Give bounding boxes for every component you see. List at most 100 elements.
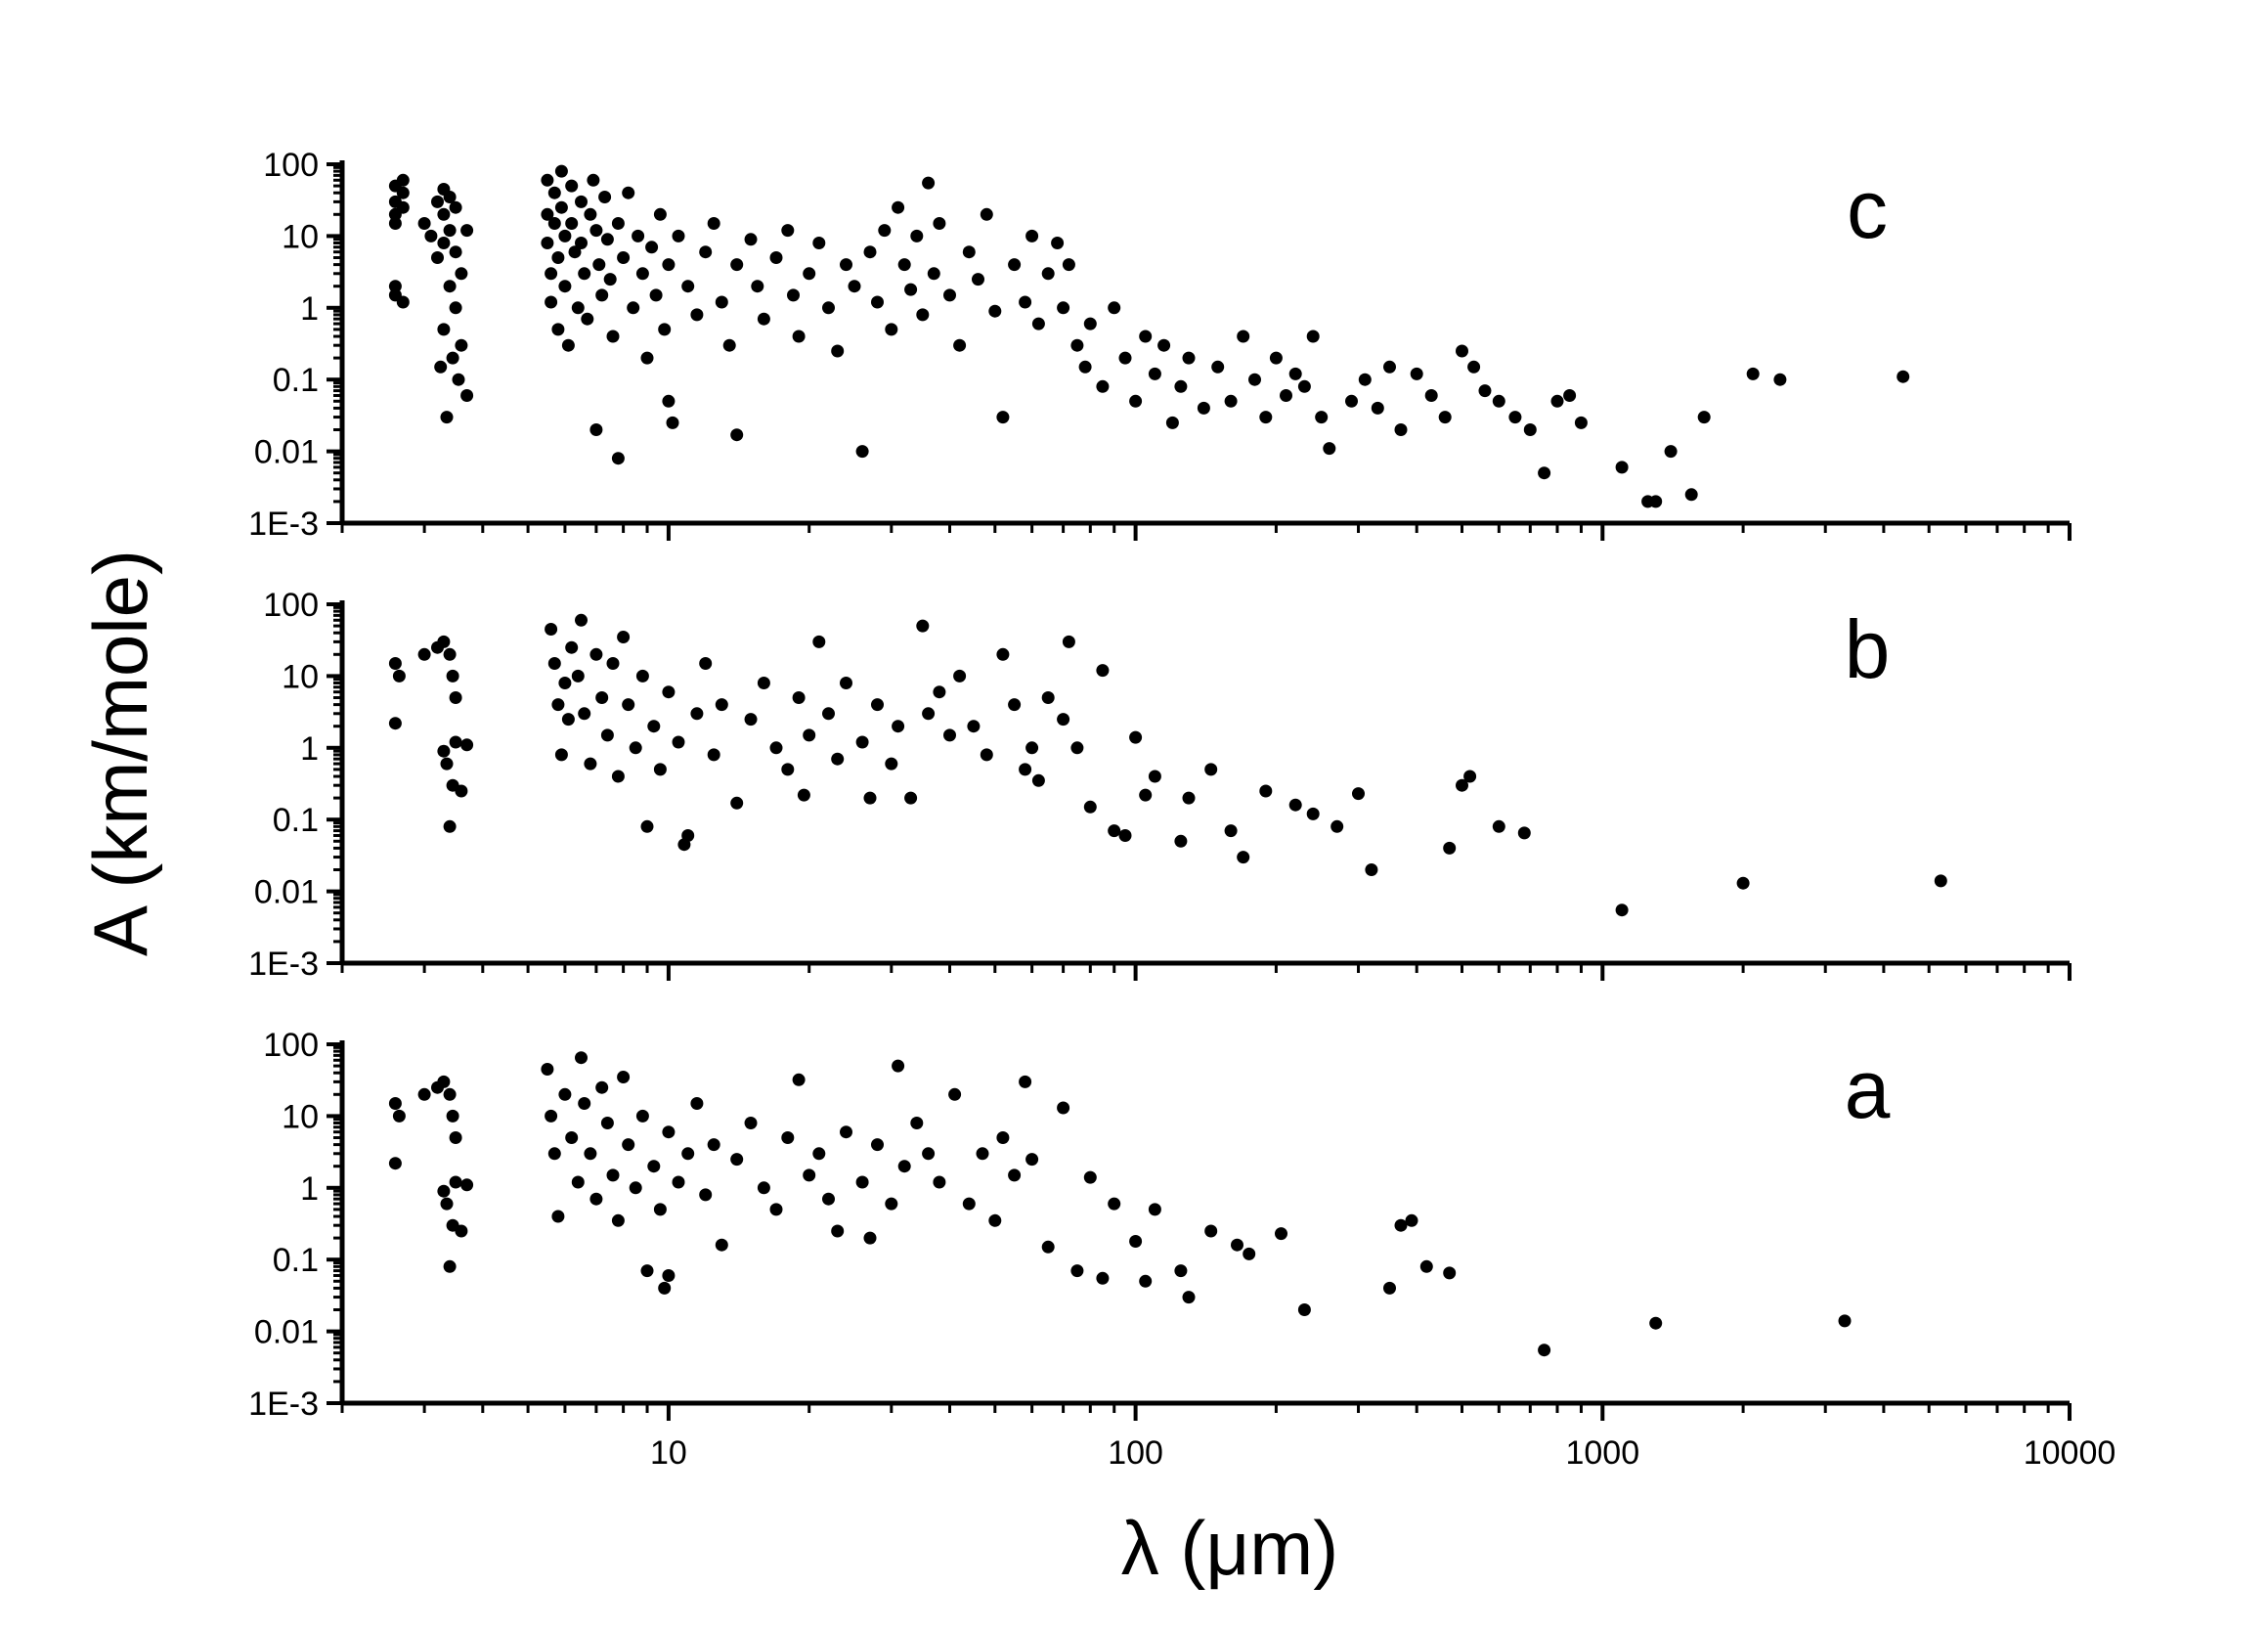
data-point	[635, 267, 649, 281]
data-point	[589, 224, 603, 238]
x-tick-label: 100	[1108, 1434, 1163, 1472]
data-point	[545, 1109, 558, 1123]
data-point	[460, 224, 474, 238]
data-point	[1129, 394, 1143, 408]
data-point	[611, 1213, 625, 1227]
data-point	[1259, 411, 1273, 424]
data-point	[592, 258, 606, 272]
data-point	[1083, 800, 1097, 814]
data-point	[1224, 394, 1238, 408]
data-point	[933, 1175, 946, 1189]
data-point	[757, 312, 770, 326]
data-point	[863, 791, 877, 805]
data-point	[649, 288, 663, 302]
data-point	[1478, 384, 1492, 398]
data-point	[715, 1238, 728, 1252]
data-point	[1031, 317, 1045, 330]
data-point	[653, 1203, 667, 1216]
data-point	[840, 677, 852, 689]
data-point	[431, 195, 444, 208]
data-point	[1148, 770, 1161, 783]
data-point	[910, 229, 924, 242]
data-point	[1297, 1303, 1311, 1316]
data-point	[878, 224, 892, 238]
data-point	[922, 1147, 936, 1161]
data-point	[1419, 1259, 1433, 1273]
data-point	[1237, 330, 1250, 343]
data-point	[662, 1125, 676, 1139]
data-point	[443, 191, 457, 203]
data-point	[1041, 691, 1055, 704]
data-point	[863, 245, 877, 259]
data-point	[1204, 763, 1218, 776]
data-point	[449, 200, 462, 214]
data-point	[1211, 360, 1225, 374]
data-point	[1649, 495, 1663, 508]
data-point	[440, 757, 454, 771]
data-point	[437, 744, 451, 758]
data-point	[1165, 416, 1179, 429]
x-axis-label: λ (μm)	[1121, 1505, 1339, 1591]
data-point	[547, 657, 561, 670]
data-point	[1008, 1168, 1022, 1182]
data-point	[455, 784, 468, 798]
data-point	[1041, 1240, 1055, 1254]
data-point	[1096, 1271, 1110, 1285]
data-point	[1467, 360, 1481, 374]
data-point	[1438, 411, 1452, 424]
data-point	[558, 1087, 572, 1101]
data-point	[1736, 876, 1750, 890]
data-point	[396, 186, 410, 199]
data-point	[554, 748, 568, 762]
data-point	[443, 1087, 457, 1101]
data-point	[1371, 401, 1384, 415]
data-point	[1358, 373, 1372, 386]
data-point	[840, 1125, 852, 1139]
data-point	[1008, 258, 1022, 272]
data-point	[803, 1168, 816, 1182]
data-point	[1838, 1314, 1852, 1328]
data-point	[1148, 367, 1161, 380]
data-point	[1182, 1291, 1196, 1304]
x-tick-label: 1000	[1565, 1434, 1639, 1472]
y-tick-label: 1	[300, 290, 319, 328]
data-point	[792, 691, 806, 704]
data-point	[571, 1175, 585, 1189]
data-point	[781, 763, 795, 776]
data-point	[910, 1117, 924, 1129]
data-point	[897, 258, 911, 272]
y-tick-label: 0.1	[273, 1242, 319, 1279]
data-point	[666, 416, 679, 429]
data-point	[1070, 741, 1084, 755]
data-point	[1237, 851, 1250, 864]
data-point	[972, 273, 984, 286]
data-point	[953, 669, 967, 683]
data-point	[437, 237, 451, 249]
data-point	[452, 373, 465, 386]
data-point	[797, 788, 810, 802]
data-point	[606, 330, 620, 343]
data-point	[1025, 741, 1039, 755]
y-tick-label: 0.01	[254, 1314, 319, 1351]
data-point	[617, 1071, 631, 1083]
data-point	[1297, 379, 1311, 393]
data-point	[449, 735, 462, 749]
data-point	[744, 1117, 758, 1129]
data-point	[885, 1197, 898, 1211]
data-point	[812, 237, 826, 249]
data-point	[662, 394, 676, 408]
data-point	[927, 267, 940, 281]
data-point	[662, 685, 676, 699]
data-point	[1352, 787, 1365, 801]
data-point	[1538, 466, 1551, 480]
data-point	[1897, 370, 1910, 383]
data-point	[455, 338, 468, 352]
data-point	[388, 717, 402, 730]
data-point	[1204, 1224, 1218, 1238]
data-point	[1019, 1075, 1032, 1088]
y-tick-label: 1E-3	[248, 506, 319, 543]
data-point	[565, 1131, 579, 1144]
data-point	[578, 1097, 591, 1110]
data-point	[565, 179, 579, 193]
data-point	[1070, 338, 1084, 352]
